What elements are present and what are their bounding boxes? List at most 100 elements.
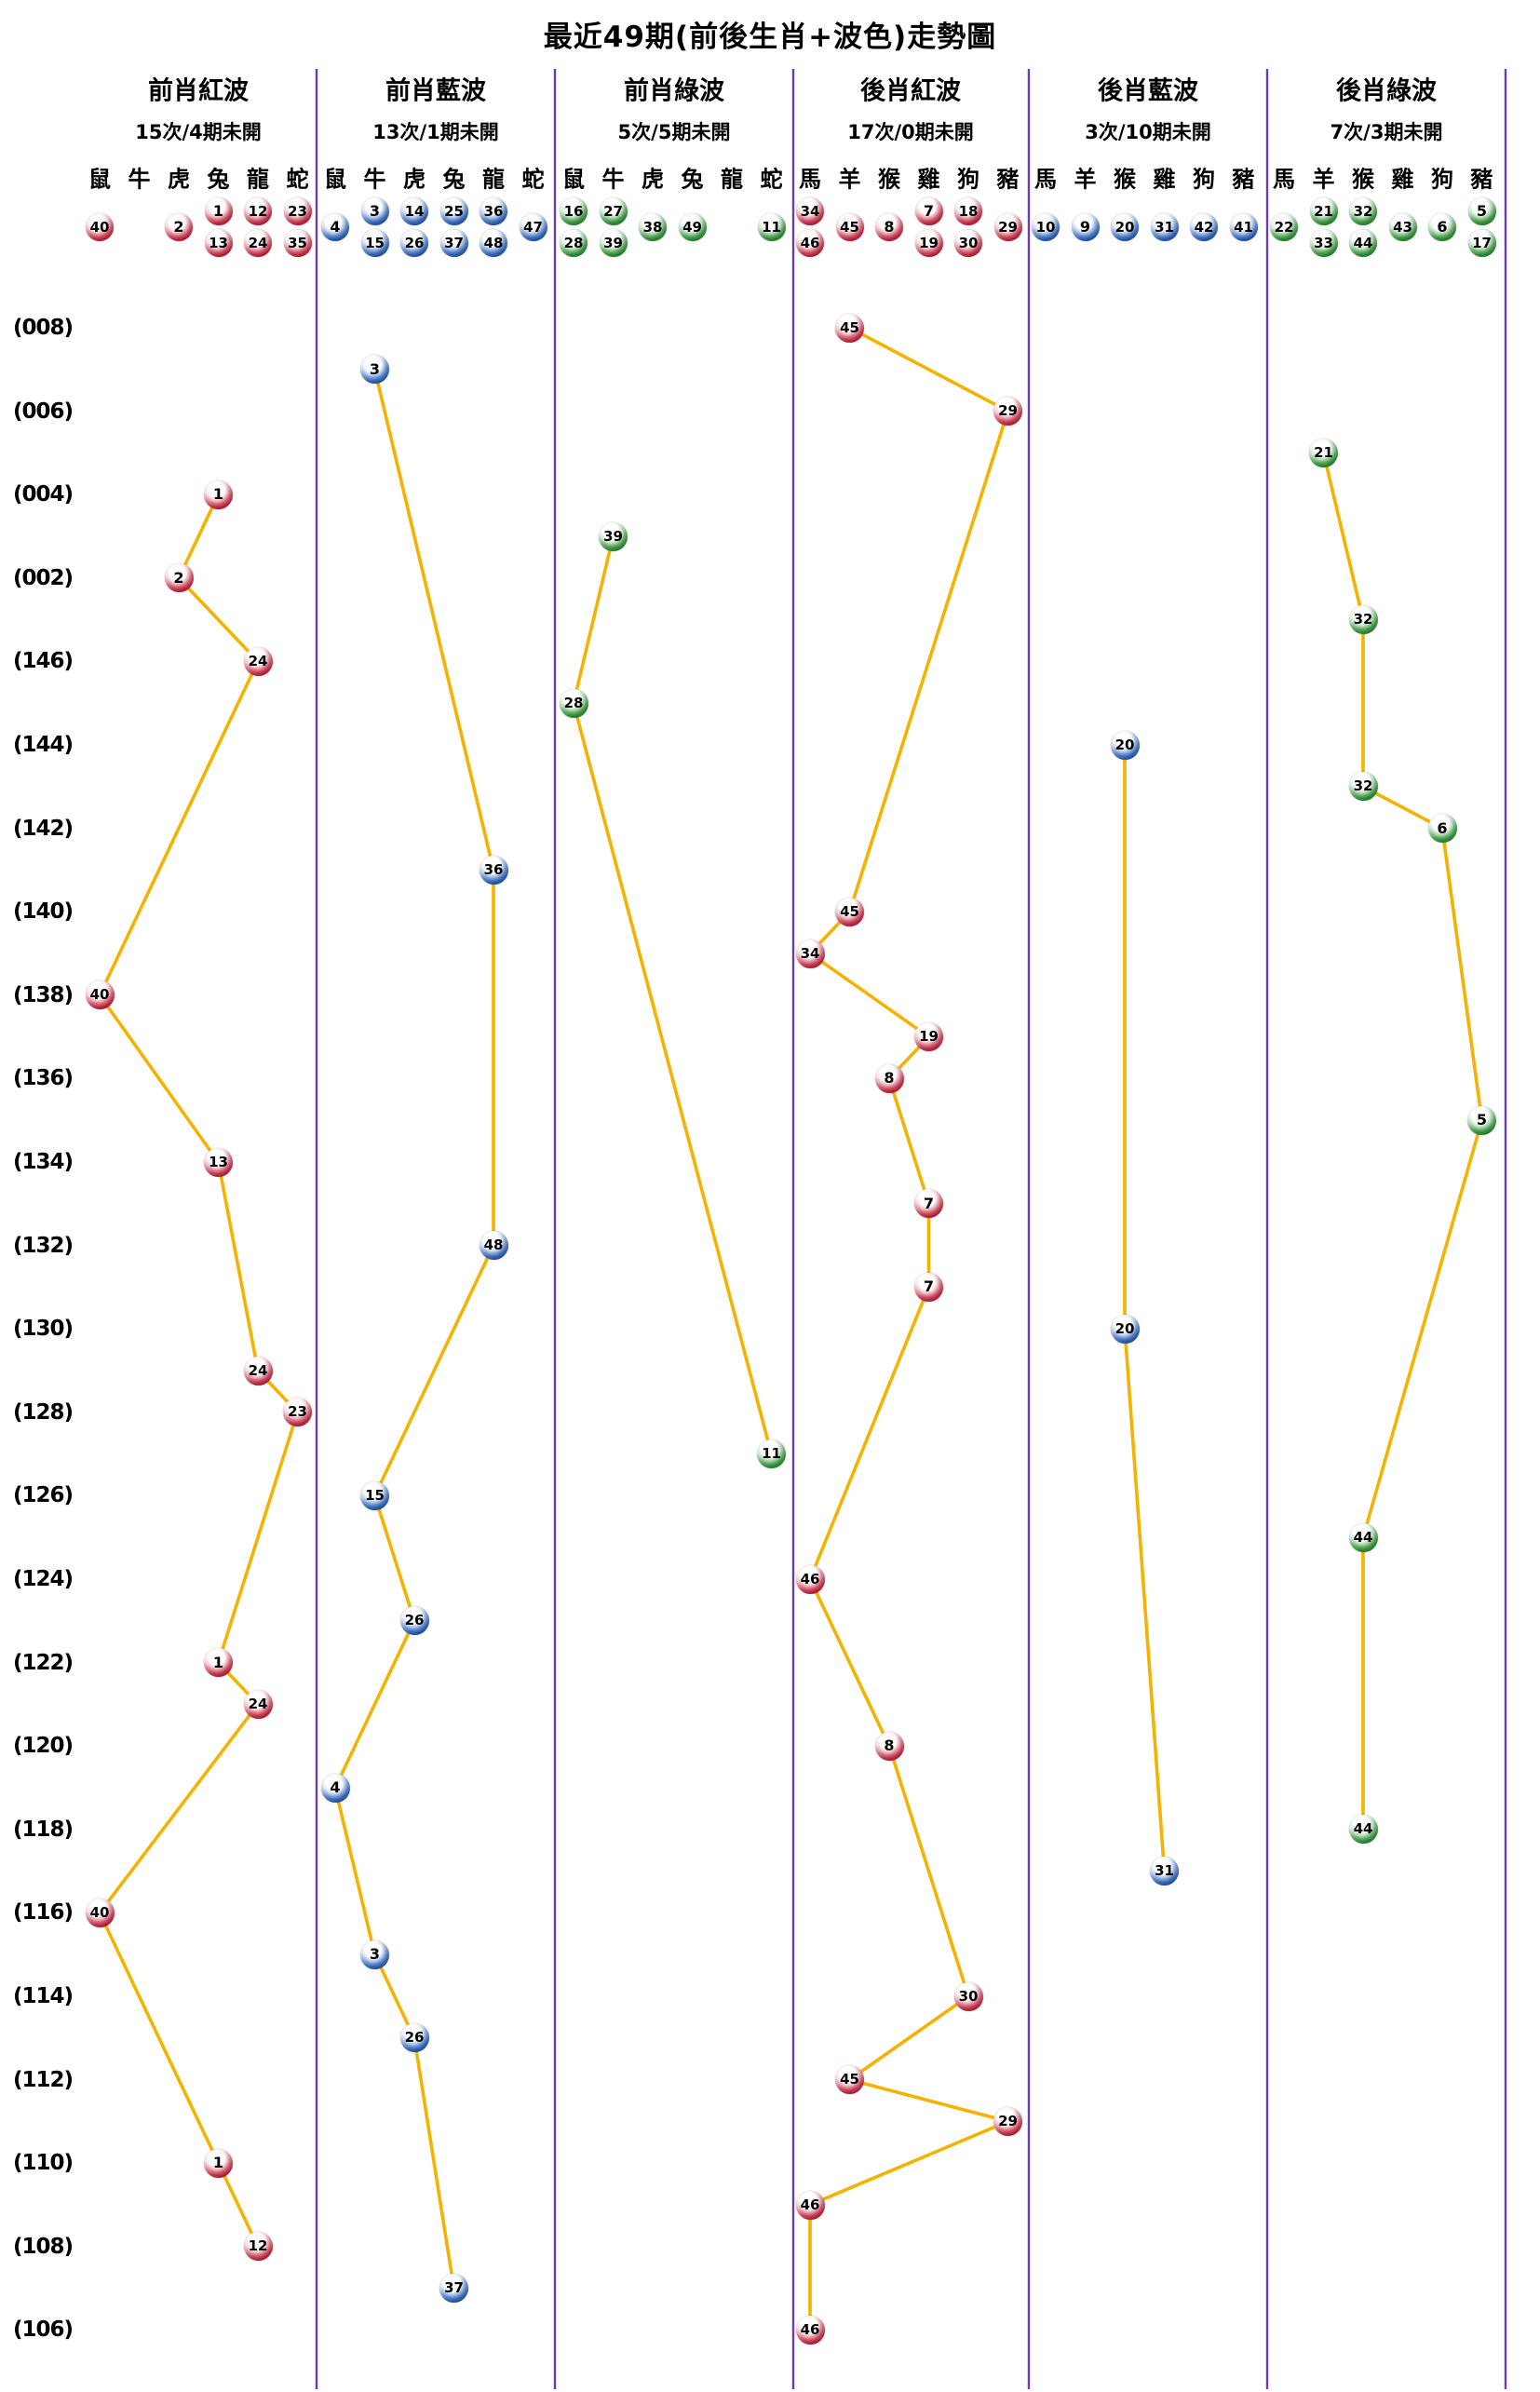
- page-title: 最近49期(前後生肖+波色)走勢圖: [543, 20, 997, 54]
- zodiac-label-蛇: 蛇: [521, 166, 545, 193]
- zodiac-label-虎: 虎: [403, 166, 426, 193]
- legend-ball-後肖藍波-42: 42: [1190, 213, 1218, 241]
- legend-ball-前肖藍波-37: 37: [439, 229, 468, 257]
- zodiac-label-兔: 兔: [681, 166, 704, 193]
- trend-ball-row9-24: 24: [243, 646, 273, 676]
- legend-ball-前肖藍波-26: 26: [400, 229, 428, 257]
- trend-ball-row31-46: 46: [795, 1564, 825, 1594]
- zodiac-label-牛: 牛: [128, 166, 151, 193]
- trend-ball-row35-8: 8: [874, 1731, 904, 1761]
- period-label-122: (122): [12, 1650, 74, 1675]
- period-label-002: (002): [12, 565, 74, 590]
- trend-ball-row44-29: 29: [993, 2106, 1022, 2136]
- trend-line-前肖藍波: [333, 369, 495, 2289]
- trend-ball-row11-20: 20: [1110, 730, 1140, 760]
- legend-ball-前肖藍波-4: 4: [321, 213, 349, 241]
- legend-ball-後肖紅波-46: 46: [796, 229, 824, 257]
- legend-ball-前肖紅波-40: 40: [86, 213, 114, 241]
- trend-line-前肖綠波: [572, 535, 774, 1455]
- legend-ball-後肖綠波-32: 32: [1349, 197, 1377, 225]
- period-label-138: (138): [12, 982, 74, 1007]
- legend-ball-前肖藍波-15: 15: [360, 229, 389, 257]
- trend-ball-row48-37: 37: [439, 2274, 468, 2304]
- trend-ball-row23-48: 48: [479, 1231, 508, 1261]
- period-label-142: (142): [12, 816, 74, 841]
- section-stats-1: 15次/4期未開: [135, 121, 262, 143]
- trend-ball-row39-40: 40: [85, 1898, 115, 1927]
- trend-ball-row3-29: 29: [993, 397, 1022, 426]
- section-stats-2: 13次/1期未開: [372, 121, 499, 143]
- period-label-106: (106): [12, 2318, 74, 2343]
- trend-ball-row17-40: 40: [85, 980, 115, 1010]
- zodiac-label-猴: 猴: [1352, 166, 1374, 193]
- trend-ball-row14-36: 36: [479, 855, 508, 885]
- period-label-132: (132): [12, 1233, 74, 1258]
- legend-ball-前肖紅波-13: 13: [204, 229, 233, 257]
- section-stats-6: 7次/3期未開: [1330, 121, 1443, 143]
- trend-ball-row36-4: 4: [320, 1773, 350, 1803]
- legend-ball-後肖藍波-41: 41: [1229, 213, 1258, 241]
- zodiac-label-鼠: 鼠: [562, 166, 585, 193]
- legend-ball-後肖綠波-17: 17: [1467, 229, 1496, 257]
- trend-ball-row46-46: 46: [795, 2190, 825, 2220]
- legend-ball-後肖綠波-5: 5: [1467, 197, 1496, 225]
- trend-ball-row12-32: 32: [1348, 772, 1378, 802]
- period-label-108: (108): [12, 2234, 74, 2259]
- legend-ball-後肖紅波-45: 45: [835, 213, 864, 241]
- legend-ball-後肖紅波-19: 19: [914, 229, 943, 257]
- legend-ball-前肖綠波-27: 27: [599, 197, 628, 225]
- trend-ball-row41-30: 30: [953, 1981, 983, 2011]
- trend-ball-row6-39: 39: [599, 521, 628, 551]
- zodiac-label-豬: 豬: [1470, 166, 1493, 193]
- trend-line-前肖紅波: [98, 493, 300, 2248]
- legend-ball-後肖紅波-30: 30: [954, 229, 982, 257]
- zodiac-label-雞: 雞: [1391, 166, 1414, 193]
- period-label-006: (006): [12, 399, 74, 424]
- trend-ball-row16-34: 34: [795, 939, 825, 968]
- period-label-112: (112): [12, 2067, 74, 2092]
- trend-ball-row5-1: 1: [204, 480, 233, 509]
- period-label-120: (120): [12, 1734, 74, 1759]
- legend-ball-後肖綠波-6: 6: [1428, 213, 1456, 241]
- period-label-134: (134): [12, 1150, 74, 1174]
- legend-ball-後肖藍波-9: 9: [1071, 213, 1100, 241]
- legend-ball-前肖紅波-23: 23: [283, 197, 312, 225]
- legend-ball-後肖紅波-18: 18: [954, 197, 982, 225]
- legend-ball-後肖綠波-22: 22: [1270, 213, 1298, 241]
- zodiac-label-雞: 雞: [917, 166, 940, 193]
- legend-ball-後肖紅波-7: 7: [914, 197, 943, 225]
- zodiac-label-羊: 羊: [1074, 166, 1097, 193]
- zodiac-label-龍: 龍: [482, 166, 505, 193]
- trend-ball-row43-45: 45: [835, 2065, 864, 2095]
- zodiac-label-羊: 羊: [1312, 166, 1335, 193]
- trend-ball-row8-32: 32: [1348, 605, 1378, 635]
- zodiac-label-羊: 羊: [838, 166, 861, 193]
- trend-ball-row32-26: 26: [399, 1606, 429, 1636]
- legend-ball-後肖綠波-21: 21: [1309, 197, 1338, 225]
- zodiac-label-鼠: 鼠: [88, 166, 111, 193]
- trend-ball-row2-3: 3: [360, 355, 389, 385]
- zodiac-label-馬: 馬: [799, 166, 821, 193]
- section-stats-3: 5次/5期未開: [617, 121, 731, 143]
- trend-ball-row27-23: 23: [283, 1398, 312, 1427]
- section-title-3: 前肖綠波: [624, 76, 724, 106]
- section-title-5: 後肖藍波: [1098, 76, 1198, 106]
- trend-ball-row29-15: 15: [360, 1480, 389, 1510]
- trend-ball-row38-31: 31: [1150, 1857, 1179, 1886]
- zodiac-label-兔: 兔: [207, 166, 230, 193]
- period-label-004: (004): [12, 482, 74, 507]
- legend-ball-前肖綠波-49: 49: [678, 213, 707, 241]
- trend-ball-row18-19: 19: [914, 1022, 943, 1052]
- legend-ball-前肖紅波-1: 1: [204, 197, 233, 225]
- section-stats-5: 3次/10期未開: [1085, 121, 1211, 143]
- trend-line-後肖藍波: [1123, 745, 1167, 1872]
- zodiac-label-狗: 狗: [957, 166, 979, 193]
- period-label-124: (124): [12, 1567, 74, 1591]
- period-label-114: (114): [12, 1984, 74, 2008]
- section-stats-4: 17次/0期未開: [847, 121, 974, 143]
- legend-ball-前肖綠波-28: 28: [560, 229, 588, 257]
- period-label-140: (140): [12, 899, 74, 925]
- zodiac-label-虎: 虎: [168, 166, 190, 193]
- zodiac-label-猴: 猴: [878, 166, 900, 193]
